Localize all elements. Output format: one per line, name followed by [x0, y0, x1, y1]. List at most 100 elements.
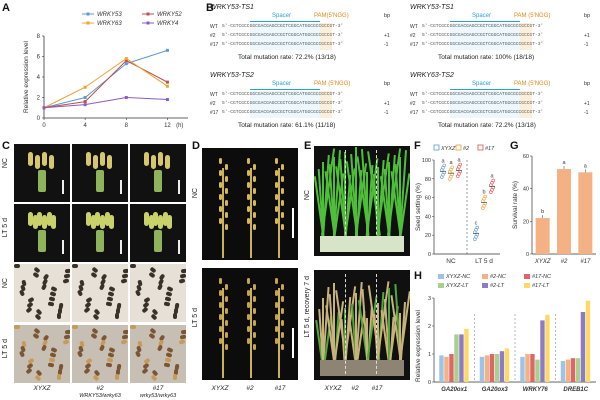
grain-shape: [225, 164, 228, 170]
bar: [444, 356, 449, 382]
bar: [464, 328, 469, 382]
seed-shape: [83, 306, 91, 314]
spacer-label: Spacer: [272, 81, 292, 87]
legend-label: #2: [463, 146, 469, 152]
data-point: [165, 84, 169, 88]
seed-shape: [120, 339, 128, 345]
panel-b-label: B: [206, 2, 214, 14]
spacer-label: Spacer: [472, 81, 492, 87]
panicle-photo: [130, 204, 186, 262]
panicle-stem: [250, 168, 252, 258]
column-label: XYXZ: [33, 385, 51, 392]
legend-label: #17: [485, 146, 495, 152]
sequence-text: 5'-CGTCGCCGGCGACGAGCCGCTCGGCATGGCGCCGCCG…: [422, 101, 544, 106]
panicle-stem: [278, 288, 280, 378]
spacer-underline: [450, 21, 520, 22]
pam-label: PAM (5'NGG): [514, 81, 551, 87]
leaf-blade: [322, 162, 324, 236]
pot-tray: [320, 360, 404, 376]
grain-shape: [275, 170, 278, 176]
indel-size: -1: [584, 110, 589, 116]
bar: [504, 348, 510, 382]
pam-label: PAM (5'NGG): [514, 13, 551, 19]
column-label: #2: [246, 385, 254, 392]
legend-swatch: [482, 274, 488, 279]
bar: [499, 351, 505, 382]
seed-shape: [57, 374, 61, 380]
sequence-block: WRKY53-TS1 Spacer PAM(5'NGG) bp WT 5'-CGTCGCC…: [210, 4, 398, 70]
seed-photo: [130, 264, 186, 322]
bar: [557, 169, 571, 254]
grain-shape: [275, 290, 278, 296]
sequence-block: WRKY53-TS1 Spacer PAM (5'NGG) bp WT 5'-CGTCGC…: [410, 4, 598, 70]
pam-highlight: [520, 23, 532, 50]
indel-size: -1: [384, 110, 389, 116]
legend-marker: [86, 21, 90, 25]
seed-shape: [64, 329, 70, 335]
grain-shape: [281, 200, 284, 206]
grain-shape: [225, 332, 228, 338]
row-label: #2: [410, 33, 416, 39]
row-label: #17: [410, 110, 419, 116]
data-point: [165, 98, 169, 102]
indel-size: +1: [384, 33, 390, 39]
grain-shape: [281, 176, 284, 182]
series-line: [43, 96, 168, 109]
seed-photo: [14, 264, 70, 322]
grain-shape: [247, 158, 250, 164]
x-tick-label: WRKY76: [523, 387, 549, 393]
grain-shape: [225, 224, 228, 230]
stem-shape: [38, 230, 46, 252]
group-label: NC: [446, 258, 456, 265]
data-point: [124, 96, 128, 99]
legend-label: WRKY63: [97, 21, 122, 27]
divider-line: [376, 150, 377, 250]
row-label: NC: [2, 278, 9, 289]
grain-shape: [281, 212, 284, 218]
grain-shape: [225, 200, 228, 206]
scale-bar: [62, 240, 64, 254]
divider-line: [345, 274, 346, 374]
spikelet-shape: [51, 215, 57, 229]
seed-photo: [72, 325, 128, 383]
grain-shape: [275, 314, 278, 320]
scale-bar: [62, 180, 64, 194]
y-tick-label: 2: [428, 324, 431, 330]
grain-shape: [225, 308, 228, 314]
grain-shape: [225, 344, 228, 350]
legend-marker: [146, 21, 150, 25]
y-tick-label: 40: [523, 187, 529, 193]
panel-h-chart: 0 1 2 3 Relative expression level GA20ox1 GA20…: [415, 274, 596, 393]
bar: [449, 354, 454, 382]
grain-shape: [253, 284, 256, 290]
sequence-text: 5'-CGTCGCCGGCGACGAGCCGCTCGGCATGGCGCCGCCG…: [422, 42, 544, 47]
stem-shape: [154, 230, 162, 252]
leaf-blade: [355, 147, 357, 236]
leaf-blade: [377, 167, 379, 236]
panicle-stem: [222, 168, 224, 258]
grain-shape: [275, 326, 278, 332]
grain-shape: [253, 188, 256, 194]
data-point: [83, 96, 87, 99]
spacer-underline: [250, 21, 320, 22]
leaf-blade: [377, 303, 379, 360]
seed-shape: [141, 367, 149, 375]
seed-shape: [40, 344, 48, 352]
seedling-photo: [314, 270, 410, 380]
series-line: [43, 49, 168, 109]
bar: [575, 358, 581, 382]
panel-d-photos: NC LT 5 d XYXZ #2 #17: [190, 142, 302, 400]
grain-shape: [225, 320, 228, 326]
panicle-photo: [130, 144, 186, 202]
grain-shape: [247, 326, 250, 332]
legend-label: XYXZ: [440, 146, 456, 152]
y-tick-label: 20: [425, 233, 431, 239]
stem-shape: [154, 170, 162, 192]
seedling-photo: [314, 146, 410, 256]
grain-shape: [275, 158, 278, 164]
indel-size: +1: [384, 101, 390, 107]
y-tick-label: 1: [428, 352, 431, 358]
indel-size: +1: [584, 101, 590, 107]
panel-b-sequences: WRKY53-TS1 Spacer PAM(5'NGG) bp WT 5'-CGTCGCC…: [210, 4, 600, 140]
seed-shape: [83, 367, 91, 375]
